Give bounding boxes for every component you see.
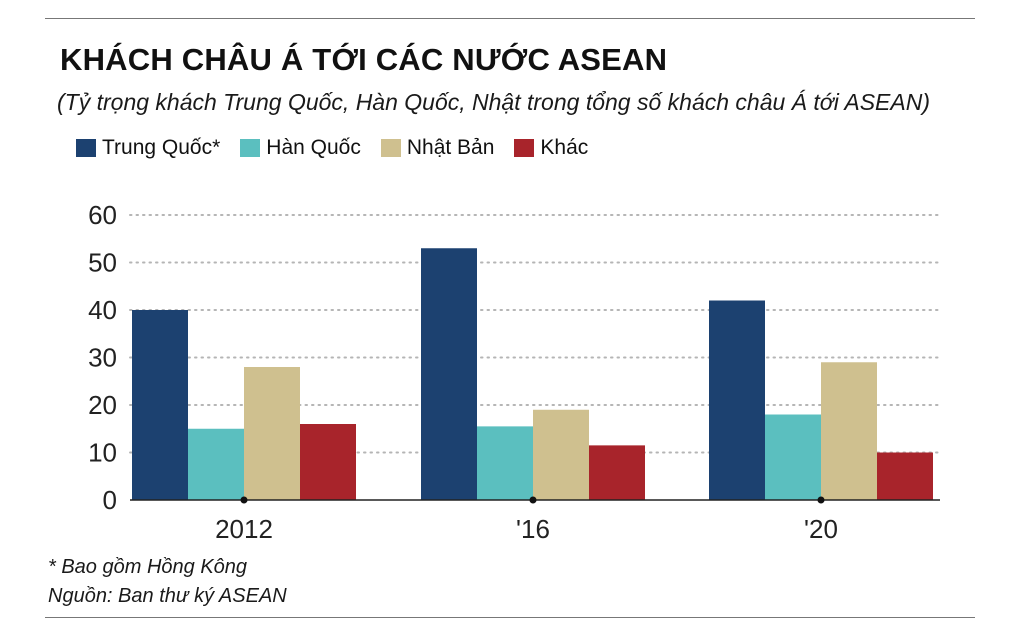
legend-item: Nhật Bản [380,136,495,160]
chart-subtitle: (Tỷ trọng khách Trung Quốc, Hàn Quốc, Nh… [57,89,930,115]
bar [533,409,589,500]
bar [188,428,244,500]
legend: Trung Quốc* Hàn Quốc Nhật Bản Khác [76,136,608,160]
bar [477,426,533,500]
y-tick-label: 0 [103,485,117,515]
bar [821,362,877,500]
x-tick-label: '20 [804,514,838,544]
x-tick-mark [240,496,248,504]
legend-item: Trung Quốc* [76,136,220,160]
source-note: Nguồn: Ban thư ký ASEAN [48,585,287,607]
bar [765,414,821,500]
bar [132,310,188,500]
top-rule [45,18,975,19]
bar [589,445,645,500]
x-tick-mark [529,496,537,504]
chart-title: KHÁCH CHÂU Á TỚI CÁC NƯỚC ASEAN [60,42,668,77]
footnote: * Bao gồm Hồng Kông [48,556,248,578]
bars [132,248,933,500]
x-tick-mark [817,496,825,504]
y-tick-label: 40 [88,295,117,325]
legend-swatch [76,139,96,157]
legend-item: Hàn Quốc [240,136,361,160]
bar [244,367,300,500]
y-tick-label: 10 [88,438,117,468]
legend-label: Trung Quốc* [102,136,221,159]
bar [709,300,765,500]
y-axis-ticks: 0 10 20 30 40 50 60 [88,200,117,515]
legend-label: Nhật Bản [406,136,495,159]
bottom-rule [45,617,975,618]
legend-item: Khác [514,136,588,160]
legend-label: Hàn Quốc [266,136,361,159]
x-axis-ticks: 2012 '16 '20 [215,496,838,544]
bar [421,248,477,500]
bar [877,452,933,500]
bar [300,424,356,500]
y-tick-label: 50 [88,248,117,278]
x-tick-label: 2012 [215,514,273,544]
legend-swatch [240,139,261,157]
x-tick-label: '16 [516,514,550,544]
legend-label: Khác [540,136,589,159]
legend-swatch [514,139,535,157]
y-tick-label: 60 [88,200,117,230]
y-tick-label: 30 [88,343,117,373]
legend-swatch [380,139,401,157]
y-tick-label: 20 [88,390,117,420]
